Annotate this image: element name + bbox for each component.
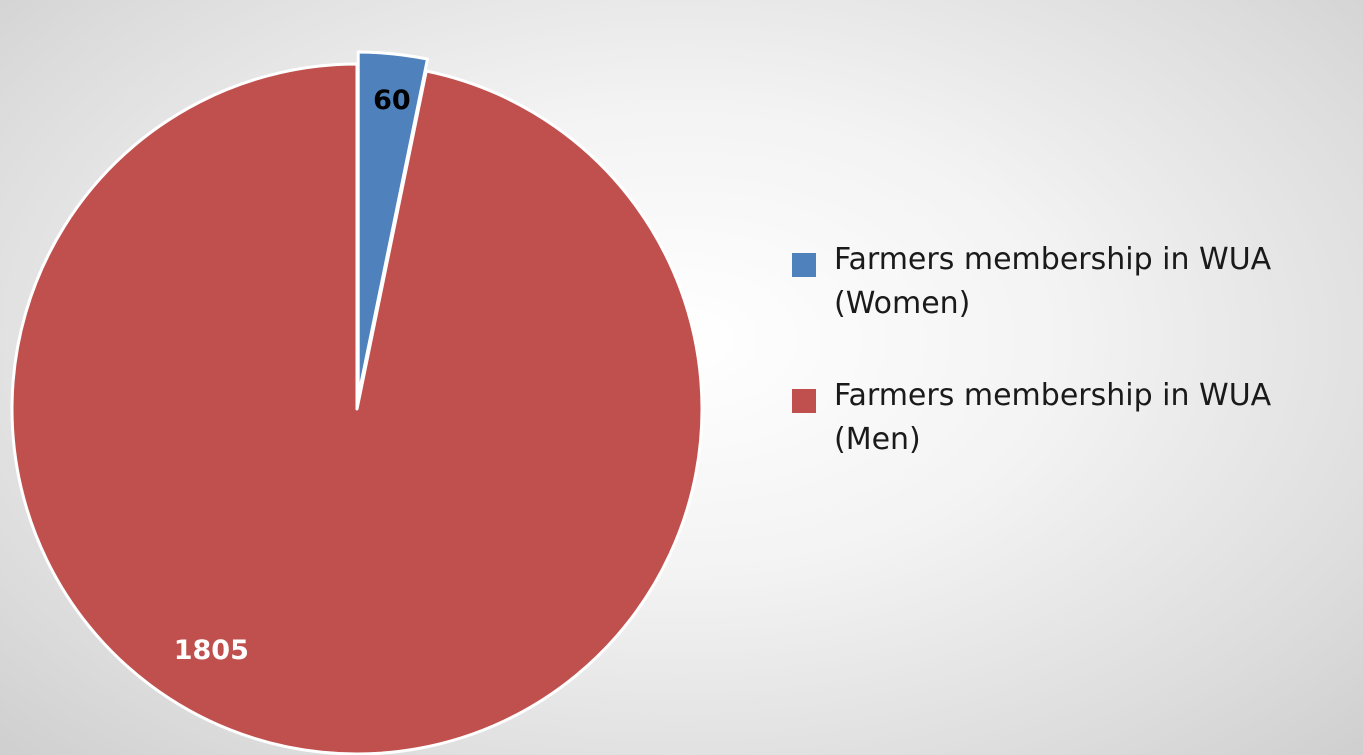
chart-legend: Farmers membership in WUA (Women) Farmer… — [792, 238, 1352, 510]
legend-label-men: Farmers membership in WUA (Men) — [834, 378, 1272, 457]
pie-slice-1 — [10, 62, 704, 755]
legend-swatch-women — [792, 253, 816, 277]
legend-label-women: Farmers membership in WUA (Women) — [834, 242, 1272, 321]
data-label-1: 1805 — [174, 635, 249, 666]
data-label-0: 60 — [373, 85, 411, 116]
legend-item-women: Farmers membership in WUA (Women) — [792, 238, 1352, 326]
pie-slice-0 — [356, 50, 429, 399]
legend-item-men: Farmers membership in WUA (Men) — [792, 374, 1352, 462]
legend-swatch-men — [792, 389, 816, 413]
